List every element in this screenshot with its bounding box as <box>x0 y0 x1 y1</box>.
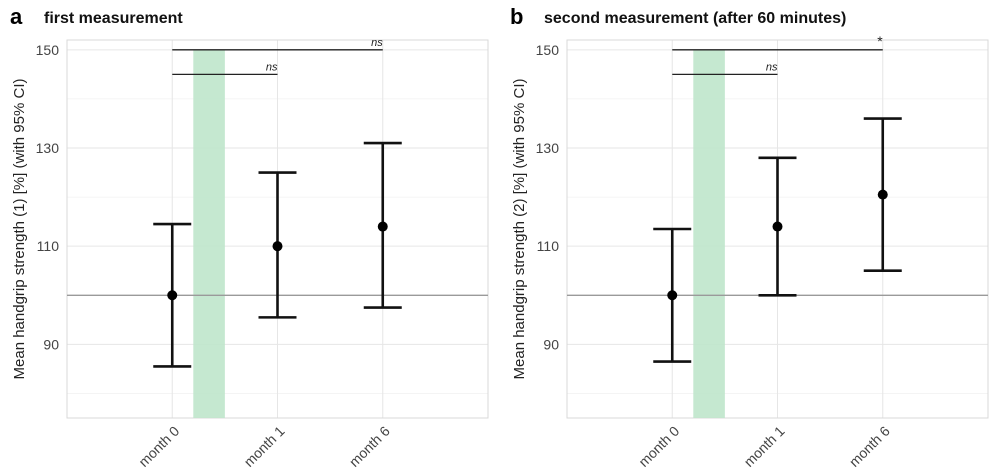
y-tick-label: 110 <box>537 238 560 254</box>
y-tick-label: 130 <box>536 140 560 156</box>
y-tick-label: 110 <box>37 238 60 254</box>
y-tick-label: 150 <box>36 42 60 58</box>
shaded-band <box>193 49 225 419</box>
panel-title: first measurement <box>44 10 183 27</box>
errorbar-group <box>258 171 297 319</box>
x-tick-label: month 1 <box>741 423 788 470</box>
x-tick-label: month 0 <box>635 423 682 470</box>
y-axis-label: Mean handgrip strength (1) [%] (with 95%… <box>11 79 28 380</box>
significance-label: ns <box>371 37 383 49</box>
errorbar-group <box>863 117 902 273</box>
y-axis-label: Mean handgrip strength (2) [%] (with 95%… <box>511 79 528 380</box>
shaded-band <box>693 49 725 419</box>
y-tick-label: 130 <box>36 140 60 156</box>
x-tick-label: month 0 <box>135 423 182 470</box>
panel-letter: b <box>510 4 523 29</box>
mean-point <box>772 221 783 232</box>
panel-b: b second measurement (after 60 minutes) 90… <box>510 4 989 470</box>
significance-label: * <box>877 33 883 49</box>
significance-label: ns <box>766 61 778 73</box>
plot-frame <box>566 39 989 419</box>
significance-label: ns <box>266 61 278 73</box>
x-tick-label: month 6 <box>846 423 893 470</box>
errorbar-group <box>653 227 692 363</box>
panel-title: second measurement (after 60 minutes) <box>544 10 846 27</box>
errorbar-group <box>758 156 797 297</box>
plot-frame <box>66 39 489 419</box>
panel-letter: a <box>10 4 23 29</box>
y-tick-label: 90 <box>43 336 59 352</box>
mean-point <box>377 221 388 232</box>
x-tick-label: month 6 <box>346 423 393 470</box>
errorbar-group <box>363 141 402 309</box>
x-tick-label: month 1 <box>241 423 288 470</box>
errorbar-group <box>153 222 192 368</box>
y-tick-label: 150 <box>536 42 560 58</box>
panel-a: a first measurement 90 110 130 150 Mean handgr… <box>10 4 489 470</box>
mean-point <box>667 290 678 301</box>
y-tick-label: 90 <box>543 336 559 352</box>
mean-point <box>877 189 888 200</box>
mean-point <box>272 241 283 252</box>
mean-point <box>167 290 178 301</box>
